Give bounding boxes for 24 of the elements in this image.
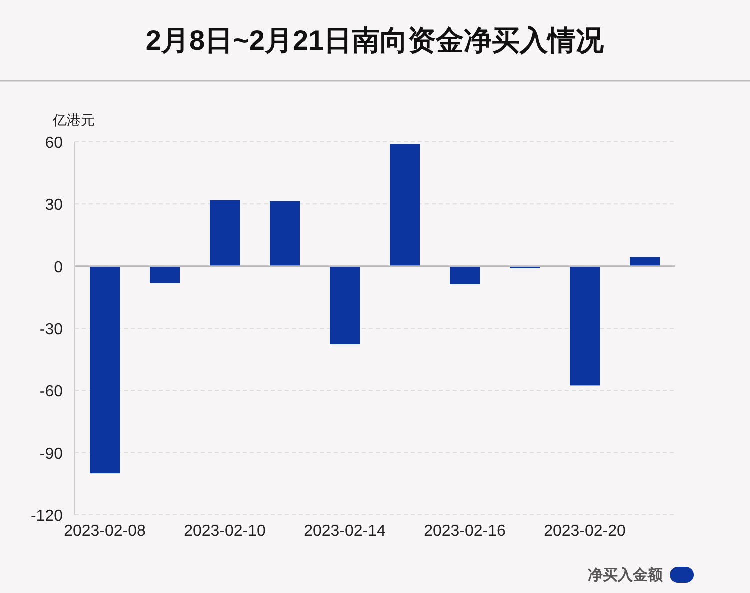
bar xyxy=(150,266,180,284)
x-tick-label: 2023-02-10 xyxy=(184,523,266,540)
x-tick-label: 2023-02-08 xyxy=(64,523,146,540)
chart-title: 2月8日~2月21日南向资金净买入情况 xyxy=(146,25,606,56)
bar xyxy=(210,200,240,266)
bar xyxy=(390,144,420,266)
bar xyxy=(570,266,600,386)
y-tick-label: 0 xyxy=(54,259,64,276)
y-axis-title: 亿港元 xyxy=(52,112,95,128)
x-tick-label: 2023-02-20 xyxy=(544,523,626,540)
y-tick-label: -60 xyxy=(40,384,64,401)
x-tick-label: 2023-02-16 xyxy=(424,523,506,540)
bar xyxy=(330,266,360,344)
y-tick-label: -90 xyxy=(40,446,64,463)
y-tick-label: 30 xyxy=(45,197,64,214)
y-tick-label: 60 xyxy=(45,135,64,152)
bar xyxy=(630,257,660,266)
x-tick-label: 2023-02-14 xyxy=(304,523,386,540)
y-tick-label: -120 xyxy=(30,508,64,525)
bar xyxy=(270,201,300,266)
y-tick-label: -30 xyxy=(40,322,64,338)
bar xyxy=(90,266,120,474)
legend-label: 净买入金额 xyxy=(588,566,664,584)
bar xyxy=(450,266,480,284)
